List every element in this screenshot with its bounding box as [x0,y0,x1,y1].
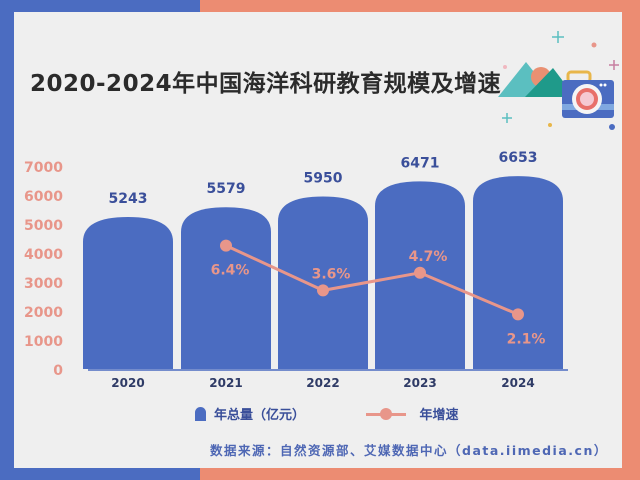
y-tick-label: 2000 [24,305,63,321]
legend-line-label: 年增速 [419,408,459,423]
growth-label: 6.4% [211,263,250,279]
y-tick-label: 4000 [24,247,63,263]
growth-line [225,244,519,316]
background-blue-bottom [0,468,200,480]
y-tick-label: 0 [53,363,63,379]
legend: 年总量（亿元） 年增速 [195,404,459,423]
x-tick-label: 2023 [403,376,436,390]
growth-point [317,284,329,297]
legend-line-marker-icon [365,407,406,421]
bar-value-label: 6653 [499,150,538,166]
chart-title: 2020-2024年中国海洋科研教育规模及增速 [30,71,502,97]
bar [473,176,563,369]
growth-label: 3.6% [312,266,351,282]
bar [83,216,173,369]
bar-value-label: 5579 [207,181,246,197]
growth-label: 2.1% [507,331,546,347]
x-tick-label: 2020 [111,376,144,390]
bar-value-label: 5243 [109,191,148,207]
bar [181,207,271,369]
y-tick-label: 3000 [24,276,63,292]
source-note: 数据来源：自然资源部、艾媒数据中心（data.iimedia.cn） [210,443,608,458]
x-tick-label: 2024 [501,376,534,390]
bar [278,196,368,369]
legend-bar-label: 年总量（亿元） [214,408,306,423]
legend-bar-swatch-icon [195,407,206,421]
bar-value-label: 6471 [401,155,440,171]
growth-point [220,239,232,252]
y-tick-label: 6000 [24,189,63,205]
y-tick-label: 1000 [24,334,63,350]
y-tick-label: 5000 [24,218,63,234]
growth-label: 4.7% [409,249,448,265]
background-blue-band [0,0,200,12]
x-tick-label: 2022 [306,376,339,390]
bar-value-label: 5950 [304,170,343,186]
background-blue-edge [0,0,14,480]
growth-point [414,266,426,279]
camera-mountain-icon [498,31,619,130]
growth-point [512,308,524,321]
y-tick-label: 7000 [24,160,63,176]
x-tick-label: 2021 [209,376,242,390]
